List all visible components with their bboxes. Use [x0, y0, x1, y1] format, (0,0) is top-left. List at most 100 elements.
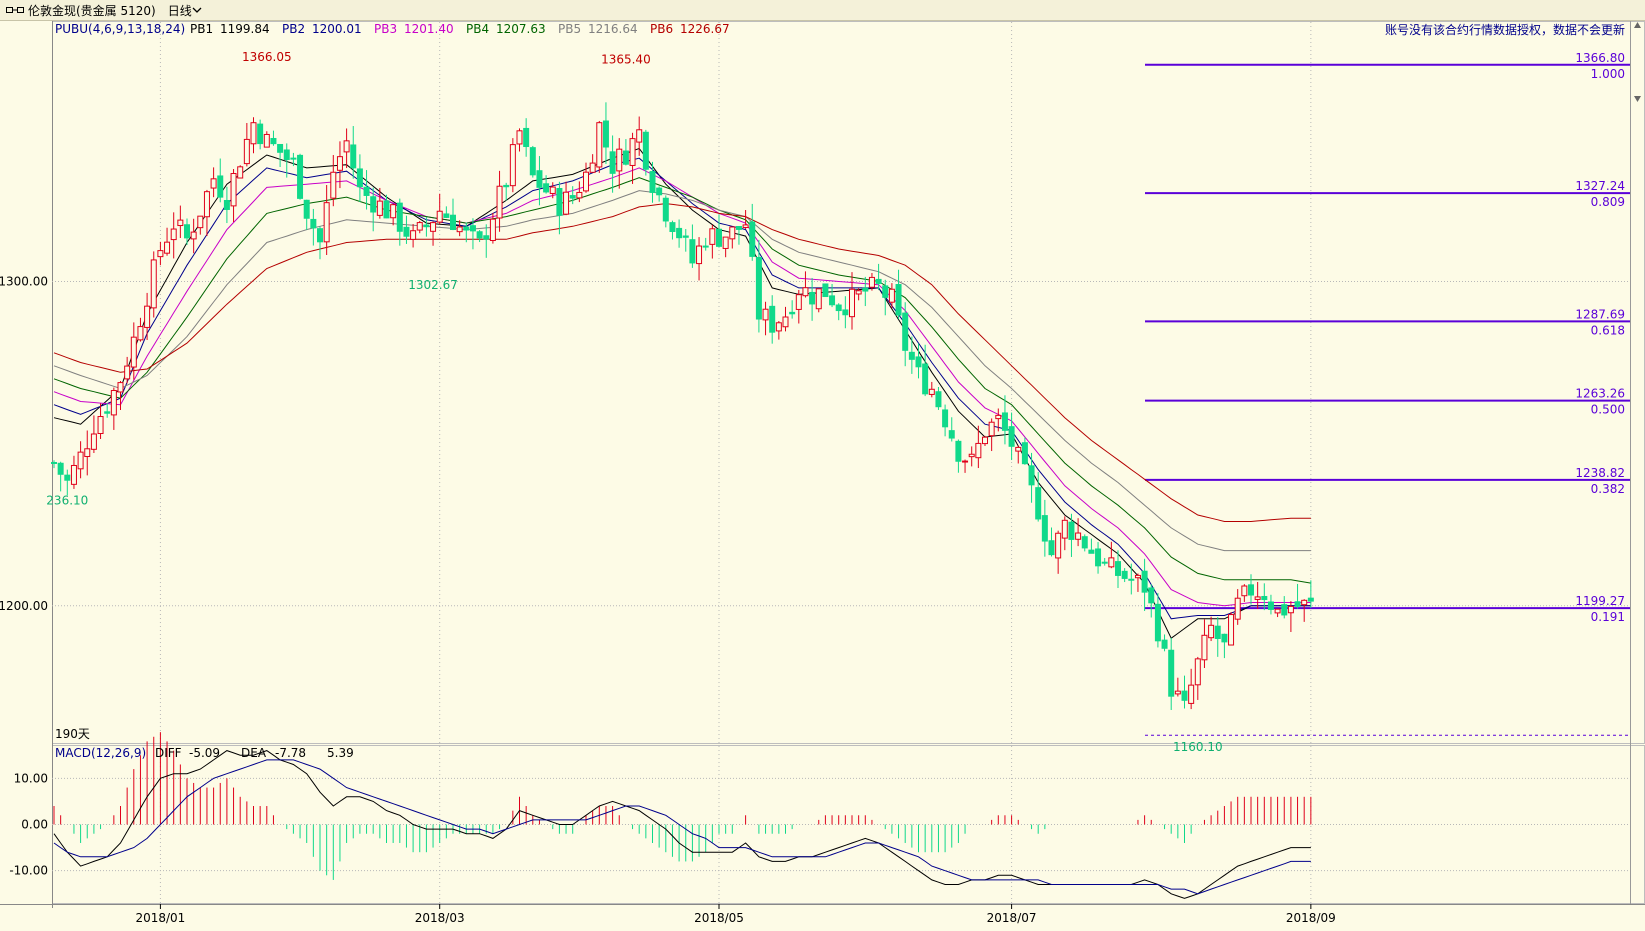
candle-body [1188, 684, 1195, 704]
period-selector[interactable]: 日线 [168, 2, 202, 19]
candle-body [396, 202, 403, 232]
candle-body [1161, 639, 1168, 649]
candle-body [1141, 570, 1148, 593]
candle-body [469, 225, 476, 232]
main-indicator-name[interactable]: PUBU(4,6,9,13,18,24) [55, 22, 185, 36]
candle-body [563, 191, 570, 215]
candle-body [922, 363, 929, 395]
candle-body [636, 129, 643, 143]
link-icon[interactable] [6, 6, 24, 14]
candle-body [975, 442, 982, 459]
candle-body [835, 304, 842, 312]
candle-body [1068, 521, 1075, 540]
candle-body [57, 462, 64, 475]
candle-body [1281, 604, 1288, 616]
candle-body [589, 162, 596, 173]
macd-indicator-info: MACD(12,26,9) DIFF -5.09 DEA -7.78 5.39 [55, 746, 354, 760]
candle-body [410, 230, 417, 240]
candle-body [277, 143, 284, 153]
candle-body [1267, 601, 1274, 610]
candle-body [576, 191, 583, 199]
candle-body [150, 259, 157, 309]
macd-indicator-name[interactable]: MACD(12,26,9) [55, 746, 146, 760]
candle-body [1048, 540, 1055, 556]
price-annotations: 1366.05 1365.40 1302.67 236.10 1160.10 [46, 50, 1222, 754]
candle-body [436, 210, 443, 223]
candle-body [982, 436, 988, 445]
fibonacci-levels[interactable]: 1366.80 1.000 1327.24 0.809 1287.69 0.618 1263… [1145, 51, 1630, 736]
candle-body [529, 147, 536, 176]
candle-body [536, 170, 543, 188]
macd-series [53, 732, 1312, 899]
macd-info-label: DIFF [155, 746, 182, 760]
candle-body [363, 186, 370, 196]
candle-body [1201, 634, 1208, 661]
candle-body [995, 414, 1002, 420]
candle-body [137, 326, 144, 341]
candle-body [1128, 578, 1135, 581]
fib-ratio-label: 0.809 [1591, 195, 1625, 209]
candle-body [782, 316, 789, 328]
candle-body [310, 218, 317, 229]
scroll-up-arrow-icon[interactable] [1634, 22, 1641, 28]
candle-body [1194, 658, 1201, 686]
candle-body [682, 235, 689, 238]
ma-line-pb6 [53, 203, 1311, 522]
candle-body [789, 311, 796, 315]
fib-ratio-label: 1.000 [1591, 67, 1625, 81]
candle-body [423, 224, 430, 228]
candle-body [1075, 532, 1082, 540]
candle-body [942, 409, 949, 428]
info-value: 1200.01 [312, 22, 362, 36]
candle-body [742, 224, 749, 228]
candle-body [696, 245, 703, 265]
annotation-low: 1302.67 [408, 278, 458, 292]
candle-body [702, 245, 709, 248]
scroll-down-arrow-icon[interactable] [1634, 96, 1641, 102]
x-tick-label: 2018/01 [135, 911, 185, 925]
candle-body [416, 222, 423, 231]
info-value: 1226.67 [680, 22, 730, 36]
ma-line-pb4 [53, 177, 1311, 584]
candlesticks[interactable] [51, 102, 1314, 710]
candle-body [735, 225, 742, 230]
candle-body [157, 250, 164, 258]
candle-body [749, 221, 756, 257]
candle-body [210, 178, 217, 189]
candle-body [343, 140, 350, 153]
info-value: 1201.40 [404, 22, 454, 36]
candle-body [988, 421, 995, 437]
candle-body [602, 120, 609, 148]
candle-body [1234, 597, 1241, 620]
candle-body [203, 191, 210, 218]
candle-body [1261, 595, 1268, 601]
candle-body [376, 200, 383, 216]
candle-body [184, 224, 190, 239]
y-tick-label: 1200.00 [0, 599, 48, 613]
candle-body [622, 150, 629, 165]
info-label: PB5 [558, 22, 581, 36]
candle-body [1148, 587, 1155, 604]
candle-body [483, 235, 490, 240]
candle-body [1214, 625, 1221, 640]
candle-body [250, 122, 257, 145]
candle-body [729, 226, 736, 240]
candle-body [237, 166, 244, 179]
fib-ratio-label: 0.191 [1591, 610, 1625, 624]
candle-body [463, 226, 470, 231]
candle-body [689, 239, 696, 264]
x-tick-label: 2018/03 [415, 911, 465, 925]
candle-body [1081, 536, 1088, 549]
candle-body [430, 222, 437, 232]
candle-body [722, 236, 729, 249]
fib-ratio-label: 0.500 [1591, 403, 1625, 417]
info-label: PB4 [466, 22, 489, 36]
candle-body [223, 199, 230, 210]
candle-body [948, 430, 955, 439]
candle-body [77, 451, 84, 470]
candle-body [795, 294, 802, 310]
macd-y-tick-label: -10.00 [9, 864, 48, 878]
candle-body [1095, 548, 1102, 567]
candle-body [1101, 561, 1108, 564]
